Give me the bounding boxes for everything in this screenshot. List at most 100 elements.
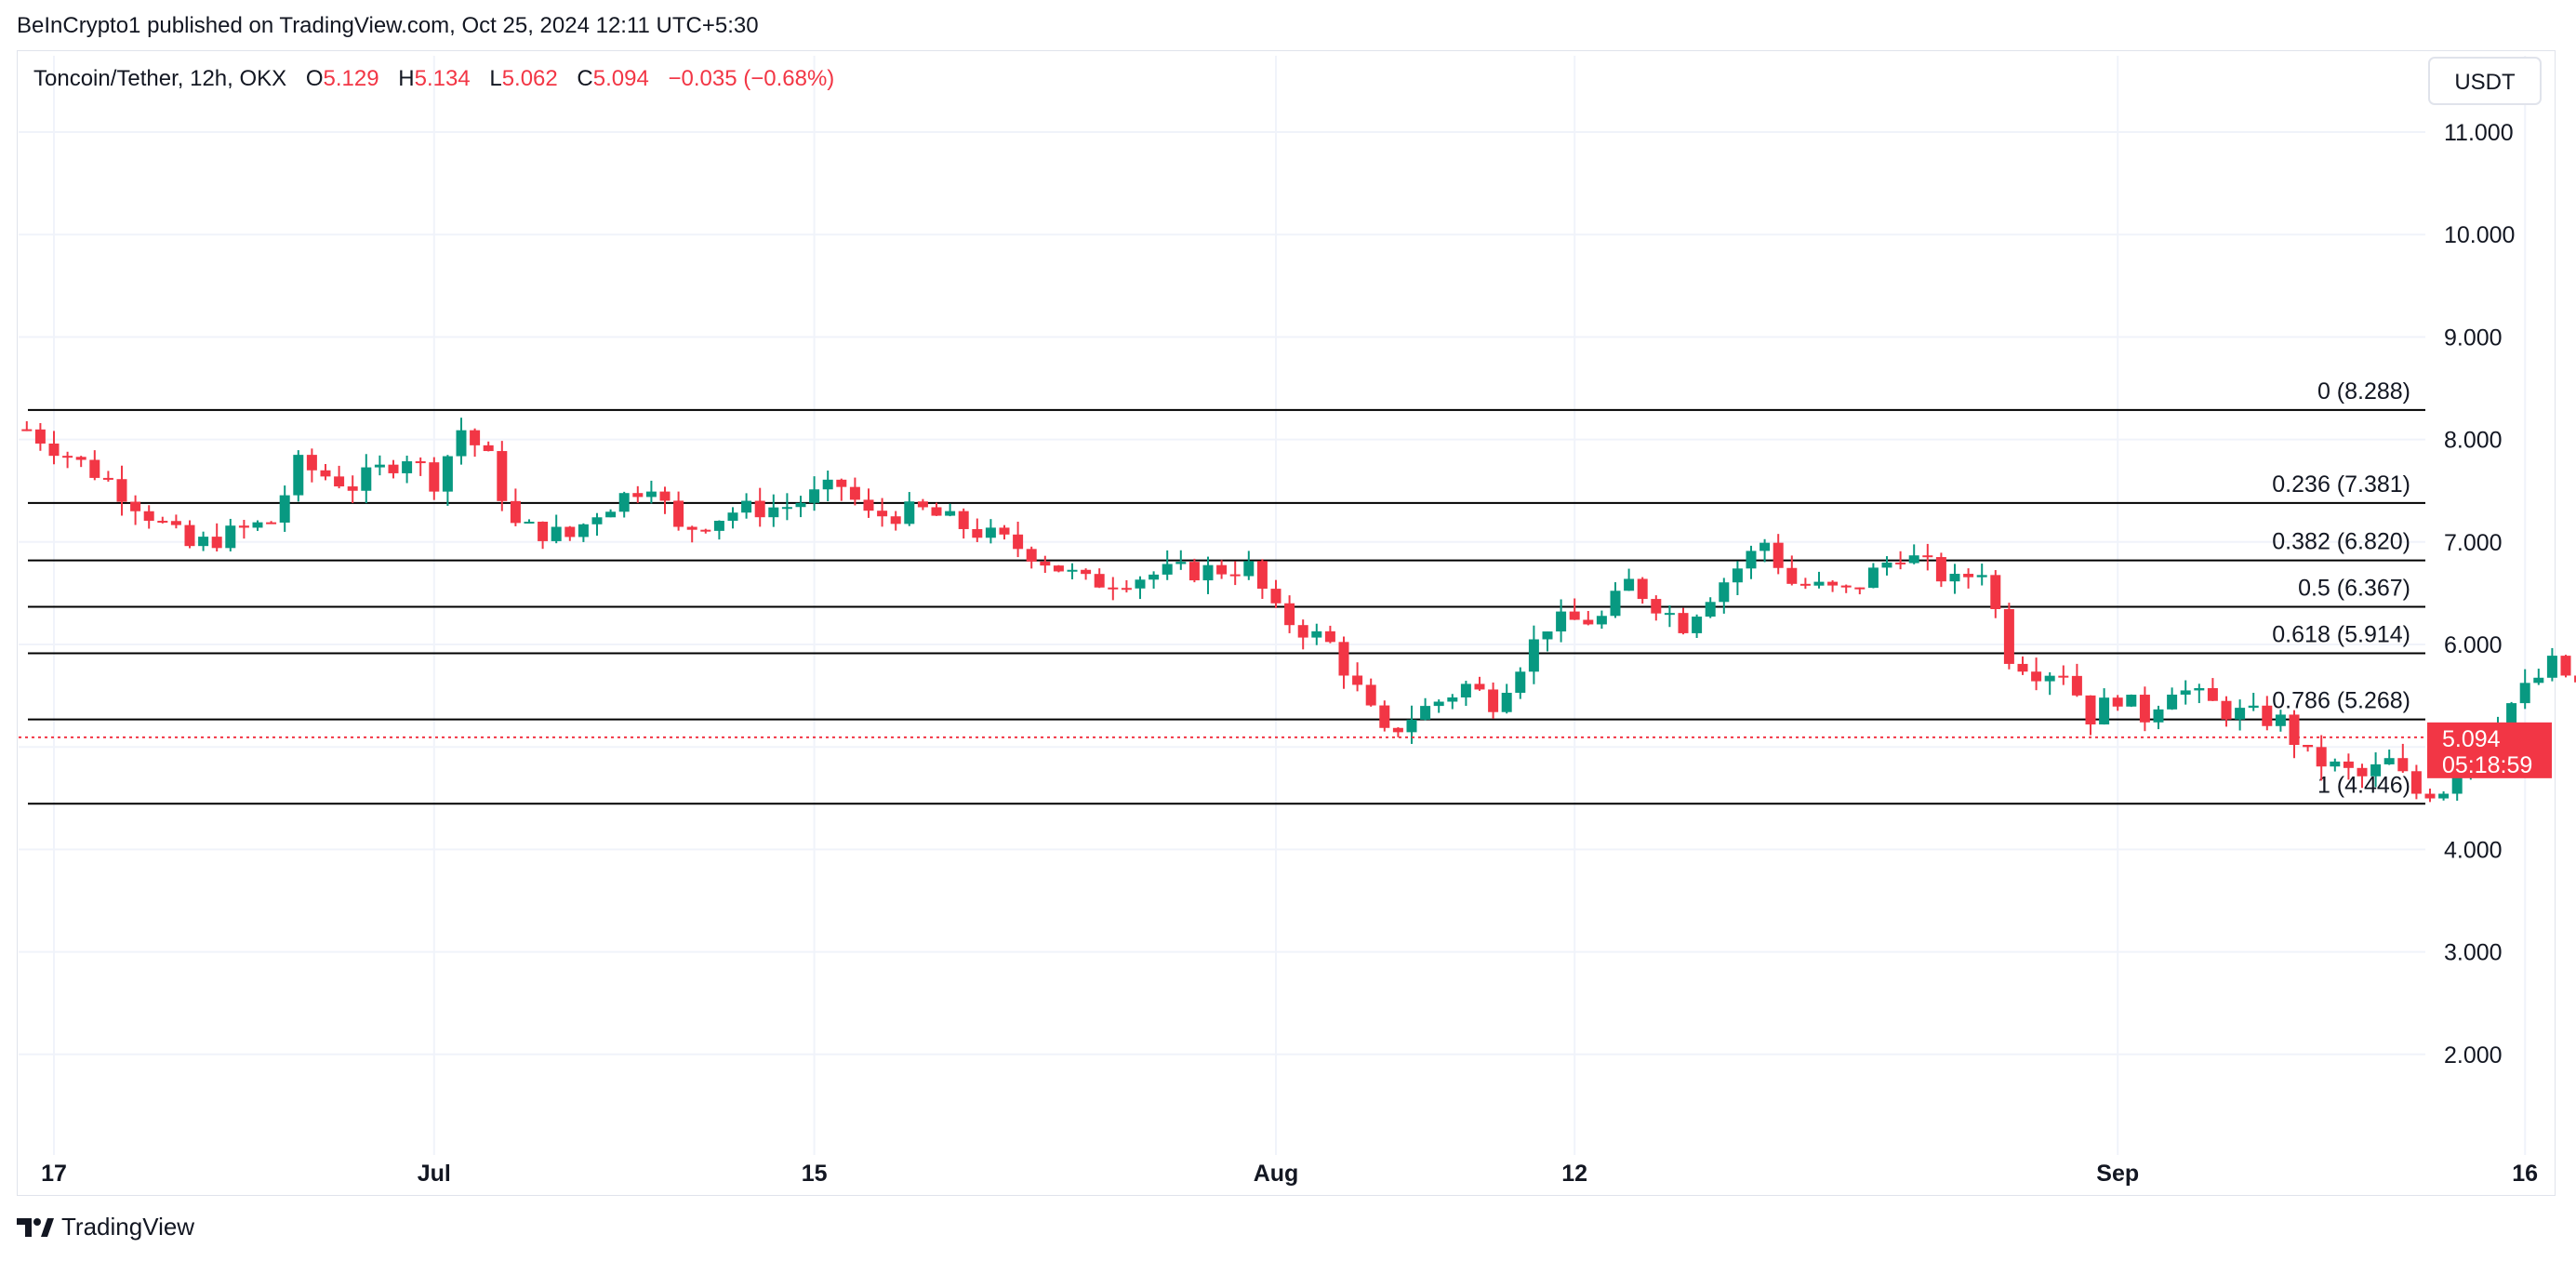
candle-body	[1447, 697, 1458, 702]
candle-body	[999, 527, 1010, 535]
candle-body	[1284, 603, 1295, 626]
chart-frame[interactable]	[17, 50, 2556, 1196]
price-tick-label: 6.000	[2444, 632, 2503, 658]
price-tick-label: 7.000	[2444, 530, 2503, 556]
candle-body	[2424, 793, 2436, 799]
candle-body	[2180, 690, 2191, 695]
candle-body	[2303, 745, 2314, 748]
candle-body	[2003, 608, 2014, 664]
candle-body	[551, 526, 562, 541]
close-value: 5.094	[593, 66, 649, 91]
candle-body	[306, 455, 317, 471]
candle-body	[2112, 697, 2123, 707]
candle-body	[1637, 578, 1648, 600]
candle-body	[1433, 701, 1444, 707]
candle-body	[591, 517, 603, 524]
candle-body	[266, 522, 277, 524]
candle-body	[1963, 574, 1974, 577]
candle-body	[483, 445, 494, 452]
last-price-tag: 5.094 05:18:59	[2427, 722, 2552, 778]
candle-body	[2343, 761, 2354, 768]
candle-body	[470, 430, 481, 445]
candle-body	[1773, 542, 1784, 568]
candle-body	[1501, 692, 1512, 712]
tradingview-logo[interactable]: TradingView	[17, 1213, 194, 1241]
candle-body	[1026, 549, 1037, 562]
candle-body	[1256, 561, 1268, 590]
fib-level-label: 1 (4.446)	[2317, 772, 2410, 798]
high-value: 5.134	[415, 66, 471, 91]
candle-body	[429, 462, 440, 492]
time-tick-label: Aug	[1254, 1161, 1299, 1187]
candle-body	[1392, 727, 1403, 733]
candle-body	[2316, 747, 2327, 767]
candle-body	[1297, 625, 1308, 638]
candle-body	[2330, 761, 2341, 767]
fib-level-label: 0 (8.288)	[2317, 378, 2410, 405]
bar-countdown: 05:18:59	[2442, 752, 2532, 778]
candle-body	[225, 525, 236, 549]
candle-body	[252, 522, 263, 528]
candle-body	[2574, 675, 2576, 683]
symbol-name: Toncoin/Tether, 12h, OKX	[33, 66, 286, 91]
candle-body	[1705, 602, 1716, 617]
low-value: 5.062	[502, 66, 558, 91]
candle-body	[1746, 551, 1757, 569]
time-axis[interactable]: 17Jul15Aug12Sep16Oct14Nov	[41, 1161, 2576, 1187]
candle-body	[1488, 689, 1499, 712]
price-tick-label: 8.000	[2444, 428, 2503, 454]
candle-body	[456, 430, 467, 457]
candle-body	[836, 479, 847, 487]
candle-body	[116, 479, 127, 502]
fib-level-label: 0.236 (7.381)	[2272, 471, 2410, 498]
candle-body	[1460, 684, 1471, 697]
candle-body	[1202, 564, 1214, 581]
candle-body	[1149, 574, 1160, 580]
candle-body	[2017, 663, 2028, 672]
candle-body	[2139, 695, 2150, 723]
candle-body	[1827, 581, 1839, 586]
price-tick-label: 11.000	[2444, 120, 2514, 146]
candle-body	[442, 456, 453, 492]
price-axis[interactable]: 11.00010.0009.0008.0007.0006.0005.0004.0…	[2444, 120, 2515, 1069]
candle-body	[1108, 587, 1119, 590]
candle-body	[2383, 758, 2395, 764]
candle-body	[632, 493, 644, 498]
candle-body	[645, 491, 657, 498]
candle-body	[1365, 684, 1376, 706]
candle-body	[890, 516, 901, 524]
candle-body	[673, 500, 684, 527]
candle-body	[822, 479, 833, 490]
candle-body	[320, 470, 331, 477]
candle-body	[34, 429, 46, 444]
candle-body	[184, 524, 195, 547]
candle-body	[524, 522, 535, 524]
candle-body	[781, 507, 792, 510]
candle-body	[1786, 567, 1798, 584]
currency-button[interactable]: USDT	[2428, 57, 2542, 105]
time-tick-label: 16	[2512, 1161, 2538, 1187]
candle-body	[1881, 562, 1892, 568]
candle-body	[388, 464, 399, 473]
candle-body	[1067, 569, 1078, 572]
high-label: H	[398, 66, 414, 91]
price-tick-label: 9.000	[2444, 325, 2503, 351]
candle-body	[2519, 683, 2530, 704]
candle-body	[1474, 684, 1485, 690]
candle-body	[863, 499, 874, 511]
candle-body	[1324, 630, 1335, 643]
candle-body	[1216, 564, 1228, 575]
candle-body	[170, 521, 181, 525]
candle-body	[2167, 694, 2178, 710]
candle-body	[945, 511, 956, 516]
candle-body	[2262, 705, 2273, 726]
candle-body	[2235, 708, 2246, 720]
candle-body	[605, 511, 617, 518]
candle-body	[578, 524, 589, 538]
candle-body	[1229, 574, 1241, 577]
candle-body	[917, 501, 928, 508]
fibonacci-levels: 0 (8.288) 0.236 (7.381) 0.382 (6.820) 0.5 (…	[28, 378, 2425, 805]
candle-body	[1678, 613, 1689, 633]
candle-body	[1732, 568, 1743, 583]
